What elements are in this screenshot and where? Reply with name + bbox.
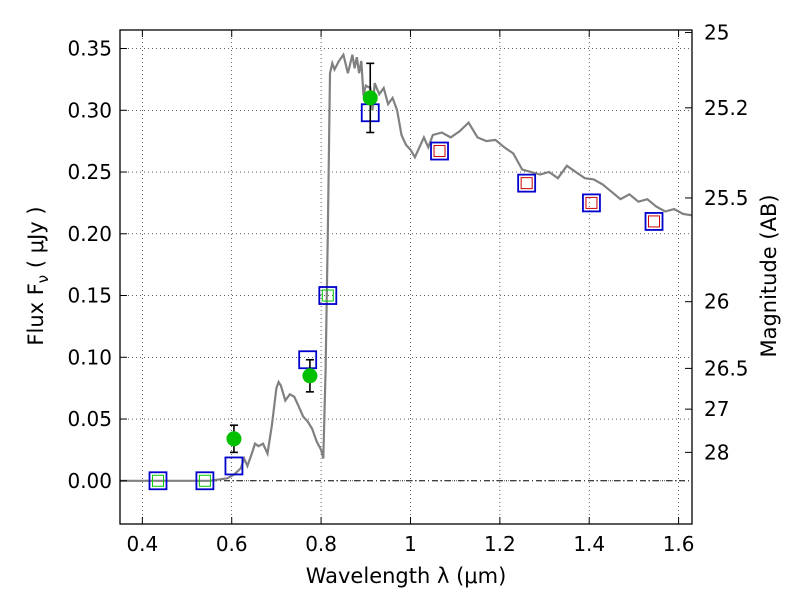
y-tick-label: 0.15 — [67, 284, 112, 308]
x-axis-ticks: 0.4 0.6 0.8 1 1.2 1.4 1.6 — [126, 30, 695, 556]
y-axis-ticks: 0.00 0.05 0.10 0.15 0.20 0.25 0.30 0.35 — [67, 37, 127, 493]
x-tick-label: 1.4 — [573, 532, 605, 556]
y-axis-label: Flux Fν ( μJy ) — [24, 206, 52, 345]
model-box-marker — [318, 286, 338, 305]
model-box-marker — [148, 471, 168, 491]
model-box-marker — [195, 471, 215, 491]
y2-tick-label: 26.5 — [704, 356, 749, 380]
x-tick-label: 0.4 — [126, 532, 158, 556]
y2-tick-label: 25 — [704, 20, 729, 44]
y2-tick-label: 25.5 — [704, 186, 749, 210]
model-box-inner-marker — [585, 196, 598, 209]
y2-axis-label: Magnitude (AB) — [757, 194, 781, 357]
y2-tick-label: 28 — [704, 440, 729, 464]
y2-tick-label: 25.2 — [704, 96, 749, 120]
observed-point — [362, 90, 378, 106]
model-box-inner-marker — [198, 474, 211, 487]
y-axis-label-subscript: ν — [34, 275, 52, 283]
plot-frame — [119, 29, 693, 525]
y-tick-label: 0.05 — [67, 407, 112, 431]
x-tick-label: 0.6 — [216, 532, 248, 556]
y-tick-label: 0.00 — [67, 469, 112, 493]
model-box-marker — [298, 350, 318, 370]
grid-lines — [120, 30, 692, 524]
model-box-marker — [644, 212, 664, 231]
y2-tick-label: 27 — [704, 397, 729, 421]
model-box-inner-marker — [151, 474, 164, 487]
x-tick-label: 1.6 — [663, 532, 695, 556]
x-tick-label: 0.8 — [305, 532, 337, 556]
model-box-marker — [517, 173, 537, 193]
model-box-inner-marker — [433, 145, 446, 158]
y-tick-label: 0.30 — [67, 98, 112, 122]
y-tick-label: 0.10 — [67, 345, 112, 369]
model-box-inner-marker — [520, 177, 533, 190]
model-box-inner-marker — [648, 215, 661, 228]
y-tick-label: 0.20 — [67, 222, 112, 246]
y-axis-label-unit: ( μJy ) — [24, 206, 48, 274]
observed-point — [302, 368, 318, 384]
model-box-marker — [224, 456, 244, 476]
observed-point — [226, 431, 242, 447]
observed-photometry-points — [226, 62, 378, 454]
y-tick-label: 0.25 — [67, 160, 112, 184]
model-box-marker — [582, 193, 601, 213]
y2-tick-label: 26 — [704, 290, 729, 314]
x-tick-label: 1 — [404, 532, 417, 556]
model-box-marker — [430, 141, 449, 161]
model-photometry-boxes — [148, 103, 664, 491]
x-axis-label: Wavelength λ (μm) — [306, 564, 507, 588]
model-box-inner-marker — [321, 289, 334, 302]
right-magnitude-axis-ticks: 25 25.2 25.5 26 26.5 27 28 — [685, 20, 749, 464]
y-tick-label: 0.35 — [67, 37, 112, 61]
x-tick-label: 1.2 — [484, 532, 516, 556]
y-axis-label-text: Flux F — [24, 283, 48, 345]
